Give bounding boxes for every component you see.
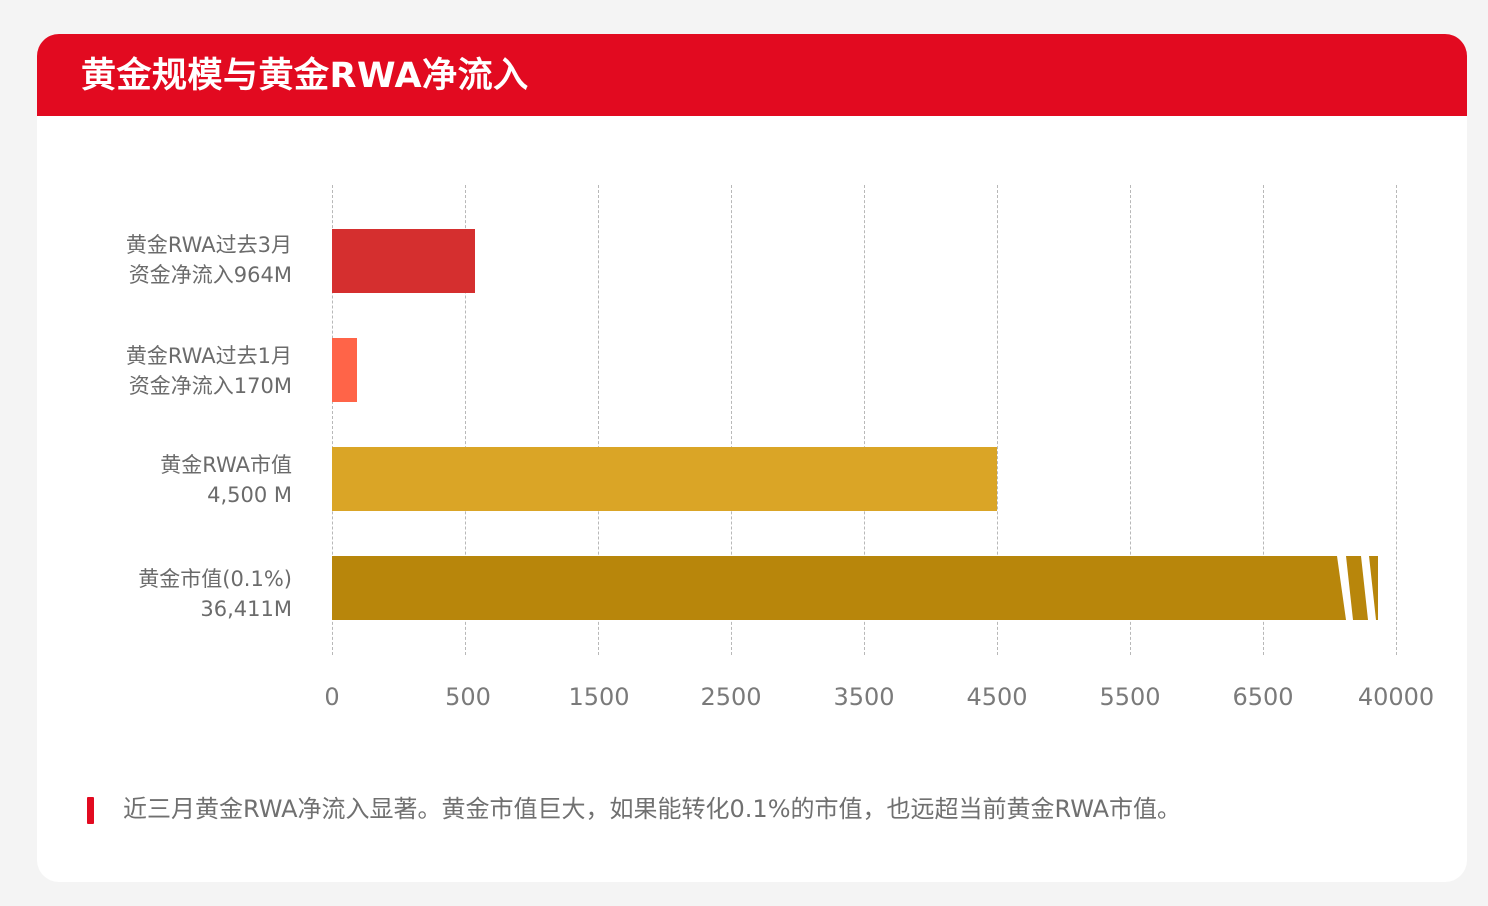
chart-footnote: 近三月黄金RWA净流入显著。黄金市值巨大，如果能转化0.1%的市值，也远超当前黄… xyxy=(123,795,1182,823)
gridline xyxy=(1396,185,1397,655)
gridline xyxy=(997,185,998,655)
category-label-rwa-1m-inflow: 黄金RWA过去1月 资金净流入170M xyxy=(126,341,292,401)
x-tick: 500 xyxy=(445,683,491,711)
label-line: 黄金RWA过去1月 xyxy=(125,344,292,368)
gridline xyxy=(332,185,333,655)
category-label-gold-market-cap: 黄金市值(0.1%) 36,411M xyxy=(138,564,292,624)
card-header: 黄金规模与黄金RWA净流入 xyxy=(37,34,1467,116)
chart-title: 黄金规模与黄金RWA净流入 xyxy=(81,56,529,96)
gridline xyxy=(731,185,732,655)
x-tick: 0 xyxy=(324,683,340,711)
bar-rwa-1m-inflow xyxy=(332,338,357,402)
label-line: 36,411M xyxy=(200,597,292,621)
x-tick: 6500 xyxy=(1232,683,1294,711)
category-label-rwa-3m-inflow: 黄金RWA过去3月 资金净流入964M xyxy=(126,230,292,290)
label-line: 资金净流入170M xyxy=(128,374,292,398)
gridline xyxy=(465,185,466,655)
x-tick: 1500 xyxy=(568,683,630,711)
label-line: 资金净流入964M xyxy=(128,263,292,287)
gridline xyxy=(598,185,599,655)
chart-card: 黄金规模与黄金RWA净流入 xyxy=(37,34,1467,882)
gridline xyxy=(864,185,865,655)
category-label-rwa-market-cap: 黄金RWA市值 4,500 M xyxy=(160,450,292,510)
label-line: 黄金市值(0.1%) xyxy=(138,567,292,591)
label-line: 黄金RWA过去3月 xyxy=(125,233,292,257)
x-tick: 4500 xyxy=(966,683,1028,711)
note-marker-icon xyxy=(87,797,94,824)
x-tick: 2500 xyxy=(700,683,762,711)
x-tick: 5500 xyxy=(1099,683,1161,711)
label-line: 黄金RWA市值 xyxy=(160,453,292,477)
bar-rwa-3m-inflow xyxy=(332,229,475,293)
x-tick: 40000 xyxy=(1357,683,1435,711)
label-line: 4,500 M xyxy=(207,483,292,507)
gridline xyxy=(1130,185,1131,655)
bar-rwa-market-cap xyxy=(332,447,997,511)
bar-gold-market-cap-broken xyxy=(332,556,1378,620)
x-tick: 3500 xyxy=(833,683,895,711)
gridline xyxy=(1263,185,1264,655)
